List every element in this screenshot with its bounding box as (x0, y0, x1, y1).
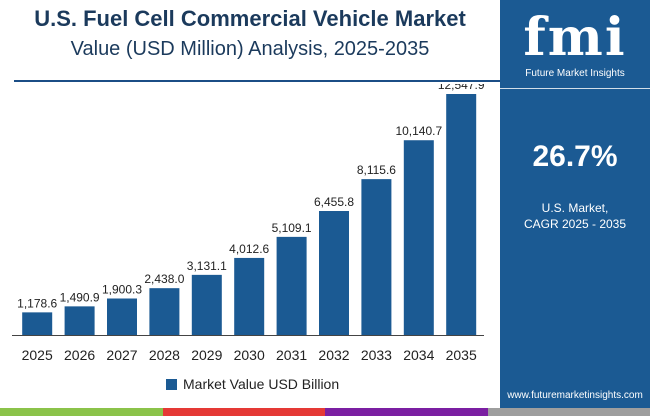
bar-2034 (403, 140, 434, 335)
cagr-panel: fmi Future Market Insights 26.7% U.S. Ma… (500, 0, 650, 408)
data-label: 10,140.7 (395, 124, 442, 138)
data-label: 1,178.6 (17, 296, 57, 310)
x-tick-label: 2032 (318, 347, 349, 363)
data-label: 4,012.6 (229, 242, 269, 256)
strip-segment (0, 408, 163, 416)
x-tick-label: 2026 (64, 347, 95, 363)
x-tick-label: 2034 (403, 347, 434, 363)
strip-segment (162, 408, 325, 416)
data-label: 8,115.6 (357, 163, 396, 177)
bar-2026 (64, 306, 95, 335)
data-label: 2,438.0 (144, 272, 184, 286)
cagr-label-market: U.S. Market, (541, 201, 609, 215)
cagr-label-period: CAGR 2025 - 2035 (523, 217, 627, 231)
legend-label: Market Value USD Billion (183, 376, 340, 392)
data-label: 12,547.9 (438, 84, 485, 92)
data-label: 6,455.8 (314, 195, 354, 209)
x-tick-label: 2035 (446, 347, 477, 363)
x-tick-label: 2033 (361, 347, 392, 363)
bar-2035 (446, 94, 477, 335)
cagr-value: 26.7% (532, 140, 618, 173)
panel-divider (500, 88, 650, 89)
legend-swatch (166, 378, 177, 390)
x-tick-label: 2028 (149, 347, 180, 363)
logo-text: fmi (523, 7, 627, 68)
strip-segment (487, 408, 650, 416)
bar-2029 (191, 274, 222, 335)
bar-chart: 1,178.6 2025 1,490.9 2026 1,900.3 2027 2,438.0… (12, 84, 485, 363)
title-divider (14, 80, 500, 82)
data-label: 5,109.1 (272, 221, 312, 235)
bar-2030 (234, 257, 265, 335)
x-tick-label: 2027 (106, 347, 137, 363)
bar-2033 (361, 179, 392, 335)
website-link[interactable]: www.futuremarketinsights.com (507, 390, 643, 401)
bottom-color-strip (0, 408, 650, 416)
chart-title: U.S. Fuel Cell Commercial Vehicle Market (34, 6, 466, 31)
fmi-logo: fmi Future Market Insights (500, 7, 650, 80)
strip-segment (325, 408, 488, 416)
bar-2027 (107, 298, 137, 335)
bar-2028 (149, 288, 180, 335)
chart-subtitle: Value (USD Million) Analysis, 2025-2035 (70, 38, 430, 60)
bar-2031 (276, 236, 307, 335)
x-tick-label: 2030 (234, 347, 265, 363)
data-label: 1,490.9 (60, 290, 100, 304)
legend: Market Value USD Billion (166, 376, 339, 392)
logo-subtitle: Future Market Insights (525, 68, 625, 79)
x-tick-label: 2031 (276, 347, 307, 363)
data-label: 1,900.3 (102, 283, 142, 297)
x-tick-label: 2025 (22, 347, 53, 363)
data-label: 3,131.1 (187, 259, 227, 273)
bar-2032 (319, 211, 349, 335)
x-tick-label: 2029 (191, 347, 222, 363)
bar-2025 (22, 312, 53, 335)
